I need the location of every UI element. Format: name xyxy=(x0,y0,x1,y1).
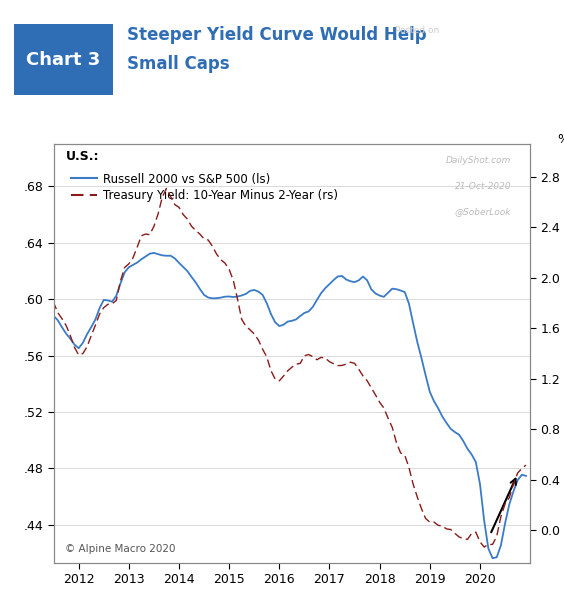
Text: 21-Oct-2020: 21-Oct-2020 xyxy=(455,182,511,190)
Text: © Alpine Macro 2020: © Alpine Macro 2020 xyxy=(65,544,176,554)
Legend: Russell 2000 vs S&P 500 (ls), Treasury Yield: 10-Year Minus 2-Year (rs): Russell 2000 vs S&P 500 (ls), Treasury Y… xyxy=(72,173,338,203)
Text: Small Caps: Small Caps xyxy=(127,55,230,73)
Text: U.S.:: U.S.: xyxy=(65,150,99,163)
Text: Chart 3: Chart 3 xyxy=(27,51,100,69)
Text: Steeper Yield Curve Would Help: Steeper Yield Curve Would Help xyxy=(127,26,426,43)
Text: Posted on: Posted on xyxy=(395,26,439,35)
Text: DailyShot.com: DailyShot.com xyxy=(446,157,511,165)
Y-axis label: %: % xyxy=(558,133,564,146)
Text: @SoberLook: @SoberLook xyxy=(455,207,511,215)
